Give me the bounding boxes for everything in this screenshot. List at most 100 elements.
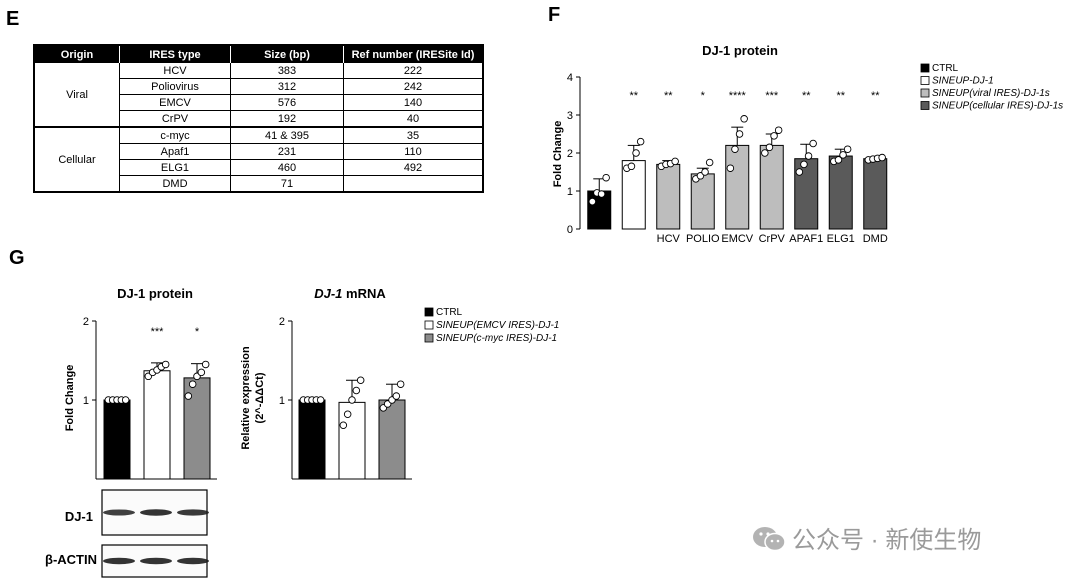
chart-g-mrna-data-point bbox=[392, 392, 401, 400]
chart-f-data-point bbox=[804, 152, 813, 160]
chart-g-mrna-ylabel-1: Relative expression bbox=[240, 346, 252, 450]
panel-label-e: E bbox=[6, 8, 20, 30]
table-cell: 71 bbox=[230, 175, 344, 193]
chart-g-mrna-data-point bbox=[316, 396, 325, 404]
chart-f-significance: ** bbox=[836, 90, 845, 102]
table-cell bbox=[343, 175, 483, 193]
wechat-icon bbox=[753, 527, 786, 552]
blot-band bbox=[103, 557, 135, 565]
chart-f-data-point bbox=[770, 132, 778, 140]
panel-label-f: F bbox=[548, 4, 561, 26]
ires-table-header: Origin IRES type Size (bp) Ref number (I… bbox=[34, 45, 483, 63]
col-ref-number: Ref number (IRESite Id) bbox=[343, 45, 483, 63]
chart-g-mrna-data-point bbox=[352, 386, 361, 395]
chart-f-ytick-label: 1 bbox=[567, 186, 573, 198]
chart-f-data-point bbox=[701, 168, 709, 176]
watermark: 公众号 · 新使生物 bbox=[752, 520, 981, 555]
table-cell: 222 bbox=[343, 63, 483, 79]
chart-g-protein-significance: *** bbox=[151, 326, 165, 338]
chart-g-legend-label: CTRL bbox=[436, 307, 463, 318]
chart-f-ytick-label: 2 bbox=[567, 148, 573, 160]
chart-f-significance: * bbox=[701, 90, 706, 102]
chart-f-data-point bbox=[795, 168, 804, 176]
chart-f-data-point bbox=[597, 190, 606, 198]
col-size: Size (bp) bbox=[230, 45, 344, 63]
chart-f-ytick-label: 0 bbox=[567, 224, 573, 236]
chart-g-mrna-ylabel-2: (2^-ΔΔCt) bbox=[254, 372, 266, 423]
chart-g-protein: DJ-1 protein Fold Change 12*** * bbox=[64, 286, 217, 480]
table-cell: 110 bbox=[343, 143, 483, 160]
table-row: Apaf1 231 110 bbox=[34, 143, 483, 160]
chart-f-data-point bbox=[705, 158, 714, 167]
chart-g-mrna-ytick-label: 2 bbox=[279, 316, 285, 328]
table-cell: 312 bbox=[230, 78, 344, 95]
chart-f-significance: **** bbox=[729, 90, 747, 102]
chart-f-data-point bbox=[774, 126, 783, 134]
panel-label-g: G bbox=[9, 247, 25, 269]
chart-f-data-point bbox=[636, 137, 645, 146]
chart-g-protein-data-point bbox=[188, 380, 197, 388]
table-row: EMCV 576 140 bbox=[34, 94, 483, 111]
table-row: CrPV 192 40 bbox=[34, 110, 483, 128]
table-cell: 242 bbox=[343, 78, 483, 95]
chart-g-protein-significance: * bbox=[195, 326, 200, 338]
western-blots: DJ-1 β-ACTIN bbox=[45, 489, 209, 578]
chart-f-legend-swatch bbox=[920, 76, 930, 85]
table-cell: 41 & 395 bbox=[230, 127, 344, 144]
table-cell: EMCV bbox=[119, 94, 231, 111]
chart-f-category-label: APAF1 bbox=[789, 233, 823, 245]
chart-g-legend-swatch bbox=[424, 333, 434, 343]
chart-g-protein-ytick-label: 2 bbox=[83, 316, 89, 328]
chart-g-protein-data-point bbox=[161, 360, 170, 369]
table-cell: 35 bbox=[343, 127, 483, 144]
chart-f-data-point bbox=[588, 197, 597, 206]
table-cell: c-myc bbox=[119, 127, 231, 144]
table-row: ELG1 460 492 bbox=[34, 159, 483, 176]
chart-f-data-point bbox=[878, 153, 886, 162]
chart-f-significance: *** bbox=[765, 90, 779, 102]
table-cell: 460 bbox=[230, 159, 344, 176]
chart-g-mrna-bar bbox=[378, 399, 406, 480]
watermark-text: 公众号 · 新使生物 bbox=[792, 527, 982, 554]
chart-f-data-point bbox=[627, 162, 636, 171]
chart-f-data-point bbox=[839, 151, 847, 159]
chart-f-data-point bbox=[632, 149, 640, 157]
chart-f-ylabel: Fold Change bbox=[552, 121, 564, 188]
chart-g-protein-bar bbox=[103, 399, 131, 480]
chart-f-legend-swatch bbox=[920, 101, 930, 110]
chart-f-data-point bbox=[731, 145, 739, 153]
origin-cellular: Cellular bbox=[33, 127, 120, 193]
chart-f-category-label: EMCV bbox=[721, 233, 753, 245]
chart-f-legend-label: SINEUP(viral IRES)-DJ-1s bbox=[932, 88, 1050, 99]
blot-band bbox=[177, 557, 209, 565]
chart-g-protein-data-point bbox=[184, 392, 193, 400]
chart-f-legend-label: SINEUP(cellular IRES)-DJ-1s bbox=[932, 101, 1063, 112]
chart-g-mrna-ytick-label: 1 bbox=[279, 395, 285, 407]
table-row: Cellular c-myc 41 & 395 35 bbox=[33, 127, 483, 193]
table-cell: 576 bbox=[230, 94, 344, 111]
chart-g-mrna: DJ-1 mRNA Relative expression (2^-ΔΔCt) … bbox=[240, 286, 559, 480]
chart-g-mrna-data-point bbox=[356, 376, 365, 385]
chart-g-protein-data-point bbox=[121, 396, 130, 404]
origin-viral: Viral bbox=[33, 63, 120, 128]
blot-band bbox=[140, 509, 172, 516]
chart-g-protein-data-point bbox=[201, 360, 210, 369]
chart-f-category-label: HCV bbox=[657, 233, 681, 245]
table-cell: 231 bbox=[230, 143, 344, 160]
chart-f-legend-swatch bbox=[920, 88, 930, 98]
chart-g-mrna-data-point bbox=[348, 396, 356, 404]
table-cell: ELG1 bbox=[119, 159, 231, 176]
chart-f-significance: ** bbox=[802, 90, 811, 102]
table-cell: DMD bbox=[119, 175, 231, 193]
chart-f-bar bbox=[863, 158, 888, 230]
chart-f-data-point bbox=[834, 156, 843, 164]
table-cell: Poliovirus bbox=[119, 78, 231, 95]
chart-f-data-point bbox=[602, 173, 610, 182]
chart-g-legend-label: SINEUP(EMCV IRES)-DJ-1 bbox=[436, 320, 559, 331]
chart-g-legend-label: SINEUP(c-myc IRES)-DJ-1 bbox=[436, 333, 557, 344]
chart-f-ytick-label: 3 bbox=[567, 110, 573, 122]
col-origin: Origin bbox=[34, 45, 120, 63]
chart-f-significance: ** bbox=[871, 90, 880, 102]
chart-f-bar bbox=[828, 155, 853, 230]
chart-f-title: DJ-1 protein bbox=[702, 43, 778, 58]
